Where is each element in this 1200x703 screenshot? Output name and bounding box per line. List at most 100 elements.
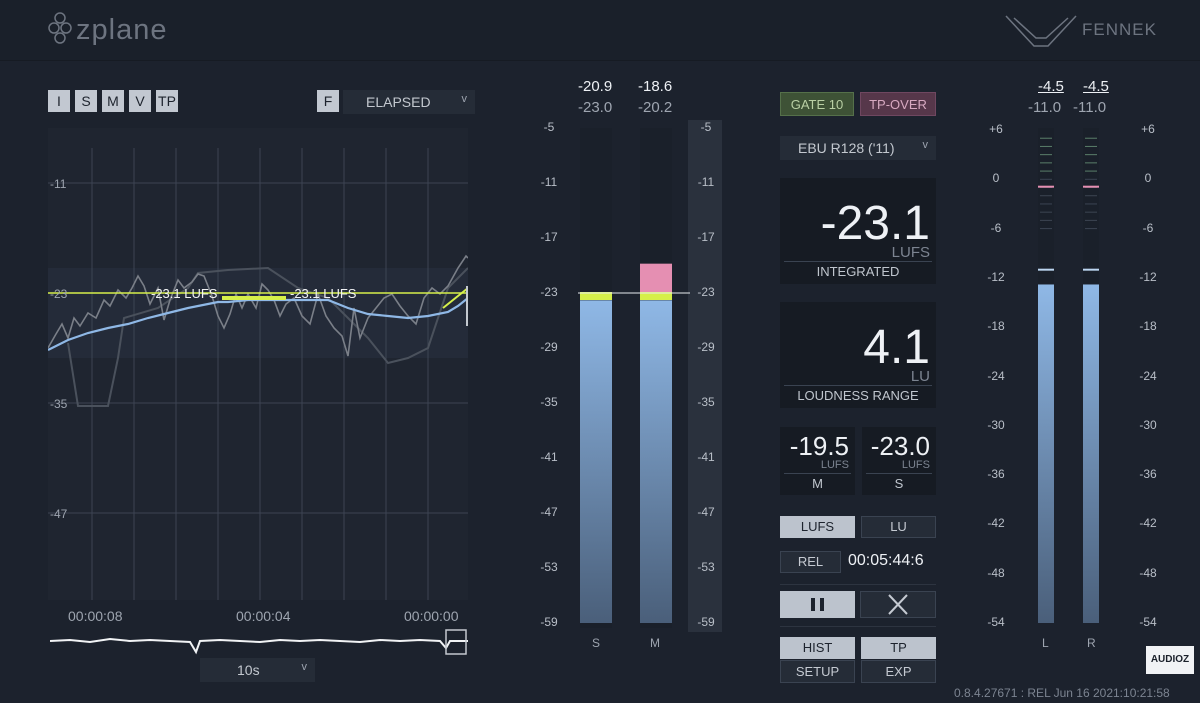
m-channel-label: M: [650, 636, 660, 650]
tp-scale-tick: +6: [1141, 122, 1155, 136]
history-buttons: I S M V TP: [48, 90, 178, 112]
momentary-value: -19.5: [789, 431, 849, 461]
m-max-value: -18.6: [638, 78, 673, 95]
tp-scale-tick: -6: [1142, 220, 1154, 235]
integrated-unit: LUFS: [891, 244, 930, 261]
integrated-label: INTEGRATED: [816, 264, 900, 279]
zplane-logo-icon: [46, 10, 74, 46]
loudness-range-label: LOUDNESS RANGE: [797, 388, 919, 403]
short-term-value: -23.0: [870, 431, 930, 461]
history-x-tick: 00:00:00: [404, 608, 459, 624]
lu-unit-button[interactable]: LU: [861, 516, 936, 538]
marker-label: -23.1 LUFS: [151, 286, 218, 301]
sm-meter-svg: [578, 128, 690, 628]
pause-button[interactable]: [780, 591, 855, 618]
momentary-box: -19.5 LUFS M: [780, 427, 855, 495]
pause-icon: [811, 598, 824, 611]
marker-label: -23.1 LUFS: [290, 286, 357, 301]
l-current-value: -11.0: [1028, 99, 1062, 116]
divider: [784, 261, 932, 262]
history-y-tick: -23: [50, 287, 68, 301]
tp-scale-tick: -30: [987, 417, 1005, 432]
sm-scale-tick: -5: [700, 120, 712, 134]
l-peak-hold-value[interactable]: -4.5: [1038, 78, 1064, 95]
waveform-overview[interactable]: [49, 628, 468, 658]
sm-scale-tick: -59: [697, 615, 715, 629]
rel-button[interactable]: REL: [780, 551, 841, 573]
setup-button[interactable]: SETUP: [780, 660, 855, 683]
tp-scale-tick: -18: [1139, 319, 1157, 334]
integrated-value: -23.1: [820, 197, 930, 250]
target-marker: [640, 292, 672, 300]
zoom-value: 10s: [237, 662, 260, 678]
history-y-tick: -11: [50, 177, 67, 191]
integrated-box: -23.1 LUFS INTEGRATED: [780, 178, 936, 284]
sm-labels: S M: [530, 636, 730, 652]
m-level-bar: [640, 300, 672, 623]
fennek-logo-icon: [1004, 12, 1078, 48]
sm-scale-tick: -29: [540, 340, 558, 354]
sm-scale-tick: -17: [697, 230, 715, 244]
short-term-toggle-button[interactable]: S: [75, 90, 97, 112]
tp-scale-tick: -30: [1139, 417, 1157, 432]
sm-scale-right: -5 -11 -17 -23 -29 -35 -41 -47 -53 -59: [691, 118, 721, 638]
target-scale-strip: [688, 120, 722, 632]
target-marker: [580, 292, 612, 300]
tp-over-indicator[interactable]: TP-OVER: [860, 92, 936, 116]
momentary-toggle-button[interactable]: M: [102, 90, 124, 112]
hist-button[interactable]: HIST: [780, 637, 855, 659]
sm-scale-tick: -11: [540, 175, 558, 189]
lufs-unit-button[interactable]: LUFS: [780, 516, 855, 538]
true-peak-toggle-button[interactable]: TP: [156, 90, 178, 112]
short-term-label: S: [894, 476, 904, 491]
tp-scale-tick: -6: [990, 220, 1002, 235]
tp-scale-tick: -54: [987, 615, 1005, 629]
tp-scale-tick: -42: [987, 516, 1005, 531]
short-term-box: -23.0 LUFS S: [862, 427, 936, 495]
time-mode-dropdown[interactable]: ELAPSED v: [343, 90, 475, 114]
sm-scale-tick: -17: [540, 230, 558, 244]
s-channel-label: S: [592, 636, 601, 650]
version-info: 0.8.4.27671 : REL Jun 16 2021:10:21:58: [954, 686, 1170, 700]
integrated-toggle-button[interactable]: I: [48, 90, 70, 112]
loudness-range-value: 4.1: [863, 321, 930, 374]
reset-button[interactable]: [860, 591, 936, 618]
v-toggle-button[interactable]: V: [129, 90, 151, 112]
tp-scale-tick: -42: [1139, 516, 1157, 531]
brand-name: zplane: [76, 14, 168, 46]
sm-scale-tick: -47: [697, 505, 715, 519]
gate-indicator[interactable]: GATE 10: [780, 92, 854, 116]
tp-scale-right: +6 0 -6 -12 -18 -24 -30 -36 -42 -48 -54: [1128, 118, 1168, 638]
tp-button[interactable]: TP: [861, 637, 936, 659]
loudness-range-unit: LU: [910, 368, 930, 385]
elapsed-time: 00:05:44:6: [848, 552, 924, 569]
standard-dropdown[interactable]: EBU R128 ('11) v: [780, 136, 936, 160]
sm-scale-tick: -53: [540, 560, 558, 574]
tp-scale-left: +6 0 -6 -12 -18 -24 -30 -36 -42 -48 -54: [976, 118, 1016, 638]
m-current-value: -20.2: [638, 99, 673, 116]
sm-scale-tick: -47: [540, 505, 558, 519]
l-channel-label: L: [1042, 636, 1049, 650]
m-peak-overshoot: [640, 263, 672, 293]
freeze-button[interactable]: F: [317, 90, 339, 112]
s-current-value: -23.0: [578, 99, 613, 116]
tp-scale-tick: -12: [987, 269, 1005, 284]
history-y-tick: -47: [50, 507, 68, 521]
r-level-bar: [1083, 284, 1099, 623]
divider: [780, 584, 936, 585]
tp-scale-tick: -18: [987, 319, 1005, 334]
history-x-tick: 00:00:08: [68, 608, 123, 624]
divider: [866, 473, 932, 474]
tp-scale-tick: 0: [992, 171, 1000, 186]
sm-scale-tick: -23: [540, 285, 558, 299]
history-graph[interactable]: [47, 128, 471, 600]
export-button[interactable]: EXP: [861, 660, 936, 683]
r-channel-label: R: [1087, 636, 1096, 650]
r-peak-hold-value[interactable]: -4.5: [1083, 78, 1109, 95]
tp-scale-tick: +6: [989, 122, 1003, 136]
s-max-value: -20.9: [578, 78, 613, 95]
l-level-bar: [1038, 284, 1054, 623]
zoom-dropdown[interactable]: 10s v: [200, 658, 315, 682]
momentary-unit: LUFS: [820, 459, 849, 471]
history-graph-svg: [47, 128, 471, 600]
